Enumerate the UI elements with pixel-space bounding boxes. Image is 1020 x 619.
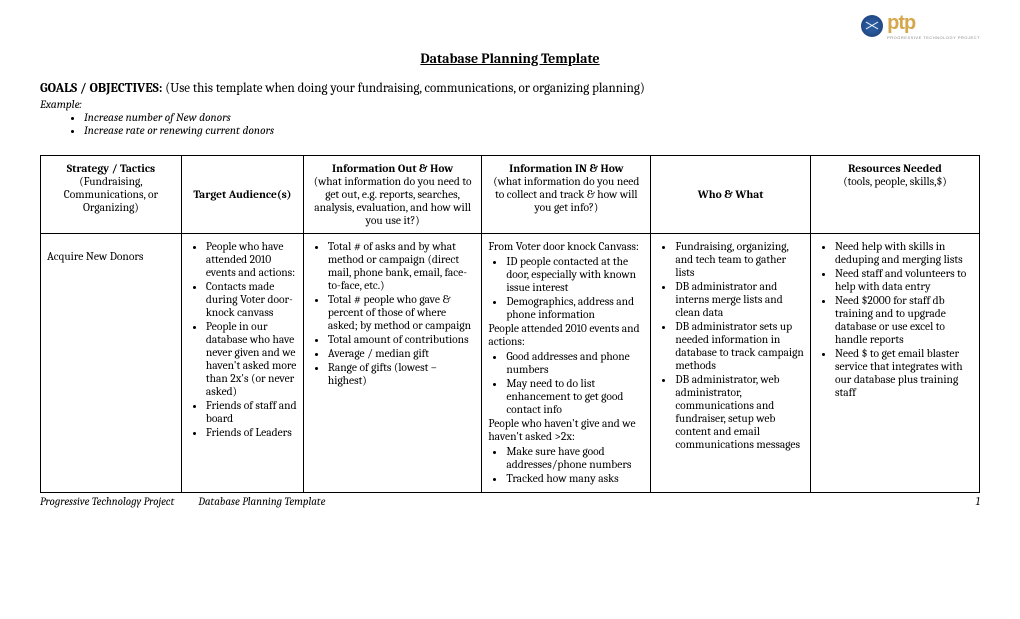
list-item: Range of gifts (lowest – highest) [328, 361, 475, 387]
header-row: Strategy / Tactics (Fundraising, Communi… [41, 156, 980, 234]
list-item: Friends of Leaders [206, 426, 297, 439]
goals-label: GOALS / OBJECTIVES: [40, 81, 162, 96]
list-item: Fundraising, organizing, and tech team t… [675, 240, 804, 279]
page-title: Database Planning Template [40, 50, 980, 67]
planning-table: Strategy / Tactics (Fundraising, Communi… [40, 155, 980, 493]
list-item: People in our database who have never gi… [206, 320, 297, 398]
cell-who-what: Fundraising, organizing, and tech team t… [651, 234, 811, 493]
col-strategy: Strategy / Tactics (Fundraising, Communi… [41, 156, 182, 234]
goals-line: GOALS / OBJECTIVES: (Use this template w… [40, 81, 980, 96]
cell-info-in: From Voter door knock Canvass: ID people… [482, 234, 651, 493]
col-resources: Resources Needed (tools, people, skills,… [810, 156, 979, 234]
table-row: Acquire New Donors People who have atten… [41, 234, 980, 493]
list-item: Friends of staff and board [206, 399, 297, 425]
list-item: Tracked how many asks [506, 472, 644, 485]
list-item: Make sure have good addresses/phone numb… [506, 445, 644, 471]
list-item: May need to do list enhancement to get g… [506, 377, 644, 416]
logo-icon [861, 15, 883, 37]
col-info-in: Information IN & How (what information d… [482, 156, 651, 234]
list-item: Good addresses and phone numbers [506, 350, 644, 376]
cell-resources: Need help with skills in deduping and me… [810, 234, 979, 493]
list-item: Total amount of contributions [328, 333, 475, 346]
goals-text: (Use this template when doing your fundr… [165, 81, 645, 96]
list-item: ID people contacted at the door, especia… [506, 255, 644, 294]
list-item: Need help with skills in deduping and me… [835, 240, 973, 266]
footer-doc: Database Planning Template [198, 495, 325, 508]
list-item: DB administrator, web administrator, com… [675, 373, 804, 451]
cell-strategy: Acquire New Donors [41, 234, 182, 493]
list-item: Total # people who gave & percent of tho… [328, 293, 475, 332]
logo-subtitle: PROGRESSIVE TECHNOLOGY PROJECT [887, 35, 980, 40]
example-item: Increase number of New donors [84, 111, 980, 124]
cell-audience: People who have attended 2010 events and… [181, 234, 303, 493]
list-item: Need $2000 for staff db training and to … [835, 294, 973, 346]
col-info-out: Information Out & How (what information … [303, 156, 481, 234]
example-label: Example: [40, 98, 980, 111]
list-item: People who have attended 2010 events and… [206, 240, 297, 279]
list-item: DB administrator and interns merge lists… [675, 280, 804, 319]
list-item: Contacts made during Voter door-knock ca… [206, 280, 297, 319]
list-item: DB administrator sets up needed informat… [675, 320, 804, 372]
logo: ptp PROGRESSIVE TECHNOLOGY PROJECT [861, 12, 980, 40]
footer-page: 1 [976, 495, 980, 508]
list-item: Average / median gift [328, 347, 475, 360]
logo-text: ptp [887, 12, 980, 35]
list-item: Need $ to get email blaster service that… [835, 347, 973, 399]
list-item: Need staff and volunteers to help with d… [835, 267, 973, 293]
col-who-what: Who & What [651, 156, 811, 234]
footer: Progressive Technology Project Database … [40, 495, 980, 508]
example-item: Increase rate or renewing current donors [84, 124, 980, 137]
list-item: Demographics, address and phone informat… [506, 295, 644, 321]
cell-info-out: Total # of asks and by what method or ca… [303, 234, 481, 493]
list-item: Total # of asks and by what method or ca… [328, 240, 475, 292]
footer-org: Progressive Technology Project [40, 495, 174, 508]
col-audience: Target Audience(s) [181, 156, 303, 234]
example-list: Increase number of New donors Increase r… [40, 111, 980, 137]
